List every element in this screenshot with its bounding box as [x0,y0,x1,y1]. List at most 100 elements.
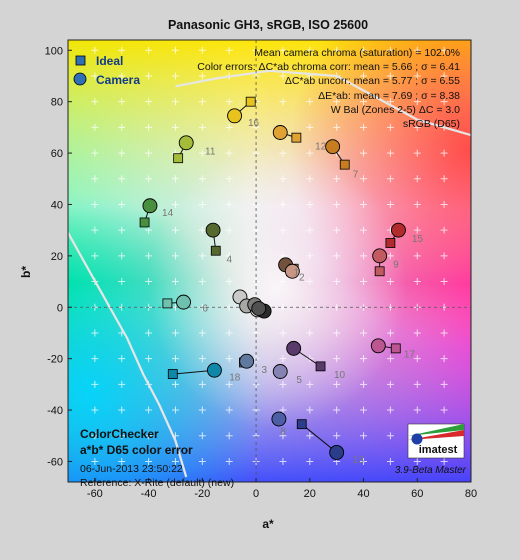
patch-label-1: 1 [294,267,300,278]
grid-plus [440,457,448,465]
grid-plus [279,149,287,157]
grid-plus [360,149,368,157]
grid-plus [171,98,179,106]
grid-plus [171,72,179,80]
grid-plus [279,432,287,440]
grid-plus [171,252,179,260]
grid-plus [279,380,287,388]
camera-marker-9 [372,248,388,264]
grid-plus [440,46,448,54]
grid-plus [413,72,421,80]
legend-ideal-label: Ideal [96,54,123,68]
grid-plus [413,278,421,286]
grid-plus [145,226,153,234]
grid-plus [360,46,368,54]
patch-label-4: 4 [227,254,233,265]
grid-plus [333,380,341,388]
grid-plus [306,46,314,54]
grid-plus [91,380,99,388]
patch-label-8: 8 [280,427,286,438]
camera-marker-16 [227,108,243,124]
info-box: ColorChecker a*b* D65 color error 06-Jun… [80,426,234,490]
plot-frame [67,39,472,483]
grid-plus [225,278,233,286]
error-line-13 [301,423,337,453]
grid-plus [279,355,287,363]
grid-plus [413,149,421,157]
ideal-marker-12 [291,132,302,143]
grid-plus [386,432,394,440]
grid-plus [118,149,126,157]
grid-plus [145,329,153,337]
grid-plus [225,149,233,157]
patch-label-7: 7 [353,170,359,181]
camera-marker-5 [272,364,288,379]
grid-plus [225,355,233,363]
grid-plus [118,380,126,388]
grid-plus [360,329,368,337]
ideal-marker-9 [374,266,385,277]
grid-plus [145,98,153,106]
patch-label-17: 17 [404,350,416,361]
grid-plus [360,98,368,106]
grid-plus [306,226,314,234]
grid-plus [386,175,394,183]
patch-label-9: 9 [393,260,399,271]
y-axis-label: b* [19,266,33,278]
grid-plus [333,175,341,183]
grid-plus [171,329,179,337]
grid-plus [360,278,368,286]
grid-plus [333,226,341,234]
grid-plus [91,226,99,234]
grid-plus [279,278,287,286]
grid-plus [386,380,394,388]
grid-plus [118,46,126,54]
ideal-marker-18 [167,369,178,379]
grid-plus [145,149,153,157]
grid-plus [413,200,421,208]
camera-marker-17 [370,338,386,354]
gamut-line [175,69,471,137]
grid-plus [198,72,206,80]
y-tick-label: -60 [47,456,63,468]
grid-plus [360,123,368,131]
camera-marker-14 [142,198,158,214]
grid-plus [198,355,206,363]
ideal-marker-6 [162,298,173,309]
grid-plus [171,355,179,363]
grid-plus [360,457,368,465]
grid-plus [198,98,206,106]
grid-plus [440,406,448,414]
grid-plus [333,200,341,208]
grid-plus [279,175,287,183]
camera-marker-15 [391,222,406,238]
chart-title: Panasonic GH3, sRGB, ISO 25600 [168,18,368,32]
grid-plus [333,278,341,286]
grid-plus [145,252,153,260]
box-subtitle: a*b* D65 color error [80,443,193,457]
grid-plus [413,98,421,106]
grid-plus [306,149,314,157]
grid-plus [171,457,179,465]
grid-plus [360,72,368,80]
grid-plus [118,278,126,286]
grid-plus [198,175,206,183]
grid-plus [279,406,287,414]
axis-ticks: -60 -40 -20 0 20 40 60 80 -60 -40 -20 0 20 40 60 80 100 [45,45,477,500]
camera-marker-7 [325,139,341,155]
grid-plus [440,72,448,80]
gamut-line [68,232,188,478]
legend: Ideal Camera [73,54,140,87]
patch-label-18: 18 [229,373,241,384]
grid-plus [306,278,314,286]
grid-plus [91,329,99,337]
grid-plus [279,329,287,337]
grid-plus [279,457,287,465]
grid-plus [118,200,126,208]
camera-marker-11 [178,135,194,151]
grid-plus [413,46,421,54]
grid-plus [91,432,99,440]
grid-plus [225,46,233,54]
